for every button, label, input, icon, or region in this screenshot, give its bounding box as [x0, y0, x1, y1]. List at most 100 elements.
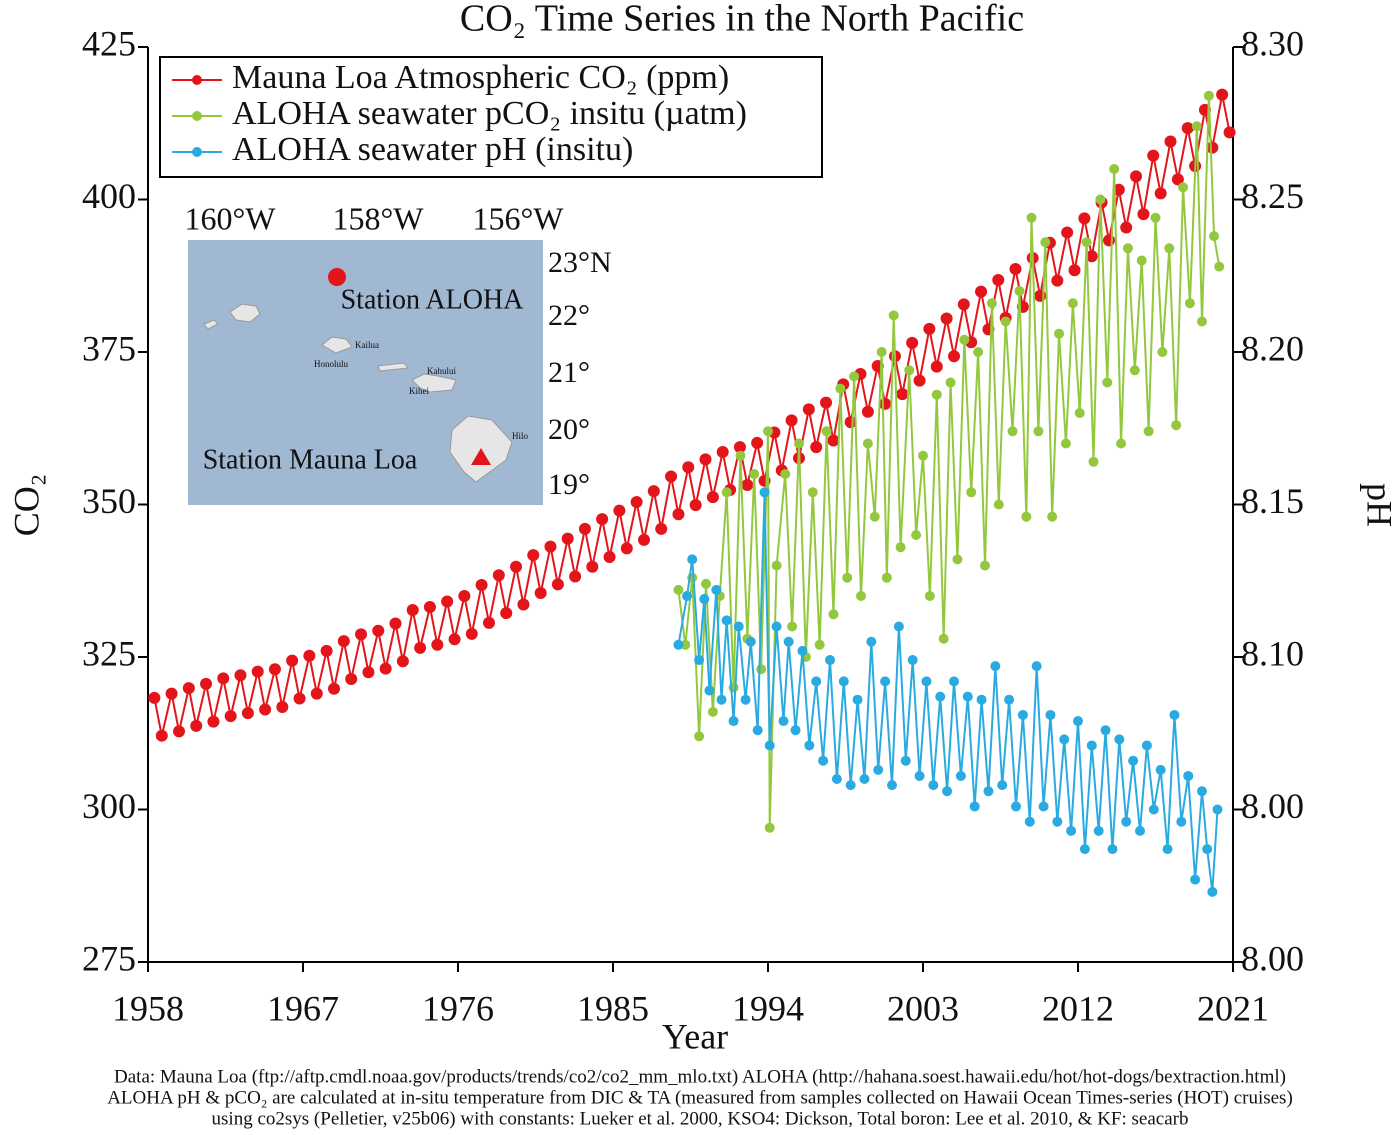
data-point [794, 438, 804, 449]
data-point [945, 377, 956, 388]
data-point [1061, 226, 1074, 239]
data-point [1014, 286, 1025, 296]
data-point [234, 669, 247, 682]
data-point [1011, 801, 1021, 812]
data-point [345, 672, 358, 685]
y-tick-label: 325 [82, 633, 136, 673]
data-point [940, 312, 953, 325]
data-point [320, 644, 333, 657]
data-point [1136, 255, 1147, 266]
data-point [838, 676, 849, 687]
data-point [1021, 511, 1032, 522]
data-point [904, 365, 915, 376]
data-point [1116, 438, 1127, 449]
data-point [1130, 170, 1143, 183]
x-tick-label: 1994 [732, 988, 804, 1028]
data-point [517, 598, 530, 611]
data-point [975, 285, 988, 298]
data-point [1178, 182, 1189, 193]
data-point [845, 780, 856, 791]
data-point [182, 682, 195, 695]
data-point [811, 676, 822, 687]
data-point [441, 595, 454, 608]
data-point [924, 591, 935, 601]
data-point [763, 426, 773, 437]
data-point [931, 389, 942, 400]
data-point [1026, 212, 1037, 223]
data-point [1031, 661, 1042, 672]
data-point [527, 549, 540, 562]
data-point [771, 560, 782, 571]
data-point [966, 487, 977, 498]
data-point [694, 655, 705, 666]
inset-map: 160°W 158°W 156°W 23°N 22° 21° 20° 19° S… [185, 200, 612, 505]
data-point [1052, 816, 1063, 827]
data-point [1203, 90, 1214, 101]
data-point [406, 604, 419, 617]
data-point [721, 487, 732, 498]
data-point [856, 591, 866, 601]
y-axis-label: CO₂ [6, 474, 46, 537]
data-point [1086, 740, 1097, 751]
data-point [1051, 274, 1064, 287]
data-point [310, 687, 323, 700]
data-point [959, 334, 970, 345]
data-point [1007, 426, 1018, 437]
data-point [906, 336, 919, 349]
data-point [1155, 764, 1166, 775]
data-point [888, 310, 899, 321]
data-point [828, 609, 839, 620]
data-point [613, 504, 626, 517]
data-point [1079, 844, 1090, 855]
data-point [337, 635, 350, 648]
data-point [655, 522, 668, 535]
data-point [1164, 243, 1175, 254]
data-point [1093, 825, 1104, 836]
data-point [1141, 740, 1152, 751]
data-point [1073, 716, 1083, 727]
lat-label: 20° [548, 413, 590, 446]
station-marker [328, 268, 346, 286]
y-tick-label: 350 [82, 481, 136, 521]
data-point [1223, 126, 1236, 139]
data-point [551, 578, 564, 591]
y2-tick-label: 8.20 [1241, 328, 1304, 368]
data-point [756, 664, 767, 675]
data-point [1017, 709, 1028, 720]
data-point [735, 450, 746, 461]
lat-label: 21° [548, 356, 590, 389]
data-point [764, 822, 775, 833]
lat-label: 19° [548, 468, 590, 501]
data-point [1040, 237, 1051, 248]
data-point [689, 499, 702, 512]
data-point [844, 416, 857, 429]
data-point [1183, 770, 1194, 781]
data-point [259, 703, 272, 716]
data-point [969, 801, 980, 812]
data-point [1197, 316, 1207, 327]
data-point [1184, 298, 1195, 309]
data-point [1154, 187, 1167, 200]
legend-box [159, 56, 823, 178]
data-point [638, 533, 650, 546]
data-point [820, 396, 833, 409]
data-point [986, 298, 997, 309]
data-point [699, 594, 710, 605]
data-point [1197, 786, 1207, 797]
data-point [1038, 801, 1049, 812]
data-point [706, 491, 719, 504]
data-point [500, 607, 513, 620]
data-point [1047, 511, 1058, 522]
data-point [1085, 250, 1098, 263]
data-point [778, 716, 789, 727]
data-point [293, 692, 306, 705]
data-point [785, 414, 798, 427]
data-point [749, 469, 760, 479]
data-point [682, 591, 693, 601]
note: using co2sys (Pelletier, v25b06) with co… [212, 1108, 1189, 1129]
data-point [862, 438, 873, 449]
data-point [721, 615, 732, 626]
data-point [752, 725, 763, 736]
data-point [1004, 694, 1015, 705]
data-point [716, 446, 729, 459]
